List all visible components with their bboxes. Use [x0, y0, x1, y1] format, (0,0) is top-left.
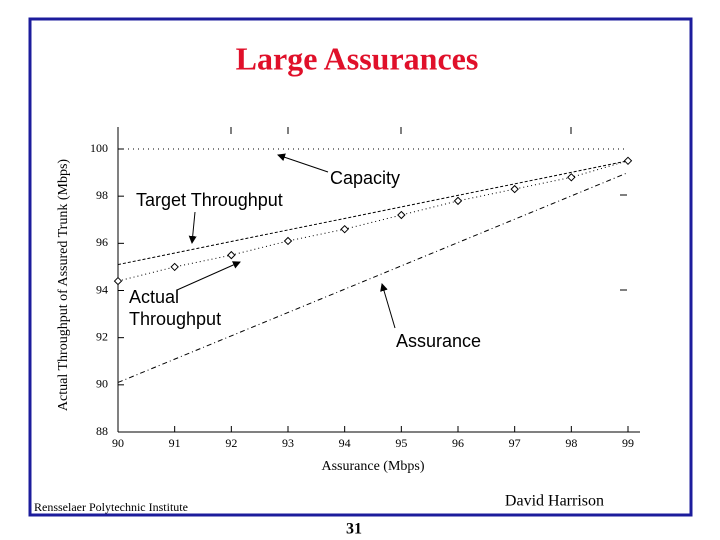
y-tick-label: 88 [96, 424, 108, 438]
data-point [113, 276, 123, 286]
data-point [453, 196, 463, 206]
annotation: Capacity [330, 168, 400, 188]
x-tick-label: 95 [395, 436, 407, 450]
footer-right: David Harrison [505, 493, 604, 510]
footer-left: Rensselaer Polytechnic Institute [34, 500, 188, 514]
y-axis-label: Actual Throughput of Assured Trunk (Mbps… [56, 159, 71, 411]
arrows [176, 153, 396, 329]
data-point [340, 224, 349, 234]
annotation: Actual Throughput [129, 287, 222, 329]
y-tick-label: 100 [90, 141, 108, 155]
data-point [567, 173, 576, 182]
y-tick-label: 90 [96, 377, 108, 391]
y-tick-label: 96 [96, 235, 108, 249]
data-point [283, 236, 293, 246]
x-tick-label: 96 [452, 436, 464, 450]
x-tick-label: 90 [112, 436, 124, 450]
x-tick-label: 97 [509, 436, 521, 450]
data-point [227, 250, 236, 260]
x-tick-label: 93 [282, 436, 294, 450]
y-tick-label: 98 [96, 188, 108, 202]
data-point [397, 210, 406, 220]
x-tick-label: 94 [339, 436, 351, 450]
frame-ticks [230, 127, 627, 291]
series-line [117, 160, 629, 282]
chart-title: Large Assurances [236, 40, 479, 76]
series-line [117, 172, 629, 383]
x-tick-label: 99 [622, 436, 634, 450]
data-point [510, 184, 519, 194]
slide-border [28, 17, 693, 517]
y-tick-label: 94 [96, 282, 108, 296]
y-tick-label: 92 [96, 329, 108, 343]
x-tick-label: 98 [565, 436, 577, 450]
annotation: Target Throughput [136, 190, 283, 210]
data-point [170, 262, 179, 272]
page-number: 31 [346, 521, 362, 538]
x-tick-label: 91 [169, 436, 181, 450]
data-point [623, 156, 633, 165]
annotation: Assurance [396, 331, 481, 351]
series-line [117, 160, 629, 266]
x-tick-label: 92 [225, 436, 237, 450]
x-axis-label: Assurance (Mbps) [321, 459, 424, 474]
